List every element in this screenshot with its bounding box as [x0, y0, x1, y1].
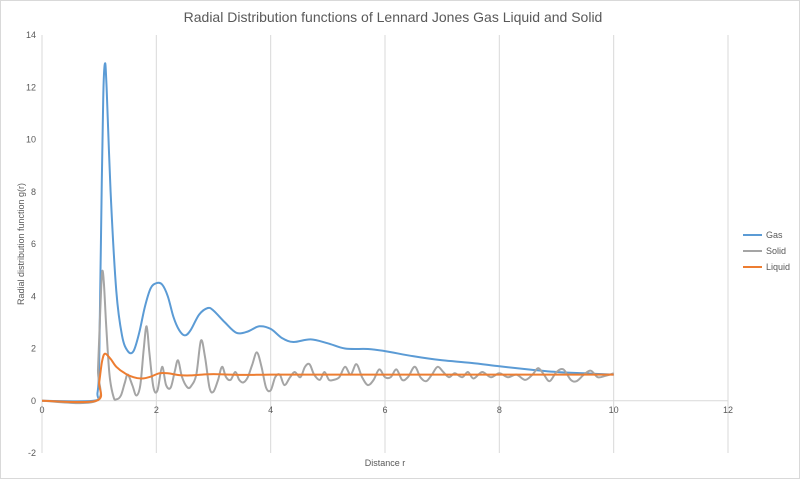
series-line-gas [41, 62, 614, 403]
x-tick-label: 2 [154, 405, 159, 415]
series-line-liquid [41, 352, 614, 404]
x-axis-label: Distance r [365, 458, 406, 468]
y-tick-label: 14 [26, 30, 36, 40]
y-tick-label: 12 [26, 82, 36, 92]
y-tick-label: 8 [31, 187, 36, 197]
y-tick-labels: -2 0 2 4 6 8 10 12 14 [26, 30, 36, 458]
x-tick-label: 6 [382, 405, 387, 415]
x-tick-labels: 0 2 4 6 8 10 12 [39, 405, 733, 415]
y-tick-label: 0 [31, 396, 36, 406]
y-tick-label: 10 [26, 135, 36, 145]
chart-title: Radial Distribution functions of Lennard… [184, 9, 603, 25]
series-line-solid [41, 269, 615, 405]
legend: Gas Solid Liquid [743, 230, 790, 272]
y-tick-label: 2 [31, 344, 36, 354]
y-tick-label: 6 [31, 239, 36, 249]
legend-label-gas: Gas [766, 230, 783, 240]
y-tick-label: 4 [31, 291, 36, 301]
legend-label-liquid: Liquid [766, 262, 790, 272]
x-tick-label: 0 [39, 405, 44, 415]
series-lines [41, 62, 615, 405]
x-tick-label: 12 [723, 405, 733, 415]
x-tick-label: 10 [609, 405, 619, 415]
x-tick-label: 4 [268, 405, 273, 415]
y-axis-label: Radial distribution function g(r) [16, 183, 26, 305]
y-tick-label: -2 [28, 448, 36, 458]
grid-lines [41, 35, 729, 453]
x-tick-label: 8 [497, 405, 502, 415]
legend-label-solid: Solid [766, 246, 786, 256]
